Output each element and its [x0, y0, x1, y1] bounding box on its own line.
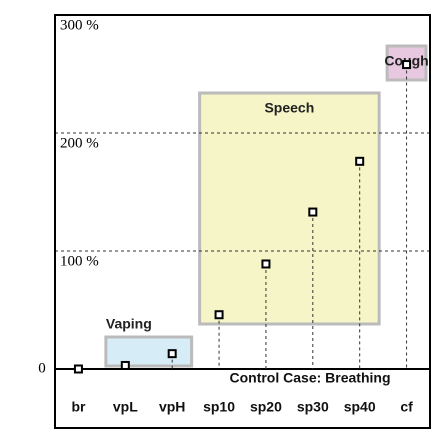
y-tick-label: 200 %: [60, 135, 99, 151]
y-tick-label: 100 %: [60, 253, 99, 269]
group-box: [104, 335, 194, 368]
x-tick-label: vpH: [159, 399, 185, 415]
group-label: Vaping: [106, 316, 152, 332]
marker: [355, 156, 365, 166]
frame: [54, 14, 431, 429]
y-tick-label: 0: [38, 360, 46, 376]
x-tick-label: sp10: [203, 399, 235, 415]
x-tick-label: sp20: [250, 399, 282, 415]
annotation: Control Case: Breathing: [229, 370, 390, 386]
group-box: [198, 91, 381, 326]
x-tick-label: sp40: [344, 399, 376, 415]
marker: [73, 364, 83, 374]
marker: [261, 259, 271, 269]
x-tick-label: vpL: [113, 399, 138, 415]
y-tick-label: 300 %: [60, 17, 99, 33]
marker: [214, 310, 224, 320]
group-label: Speech: [264, 100, 314, 116]
x-tick-label: sp30: [297, 399, 329, 415]
marker: [167, 349, 177, 359]
marker: [120, 360, 130, 370]
x-tick-label: cf: [400, 399, 413, 415]
x-tick-label: br: [71, 399, 86, 415]
marker: [402, 60, 412, 70]
marker: [308, 207, 318, 217]
